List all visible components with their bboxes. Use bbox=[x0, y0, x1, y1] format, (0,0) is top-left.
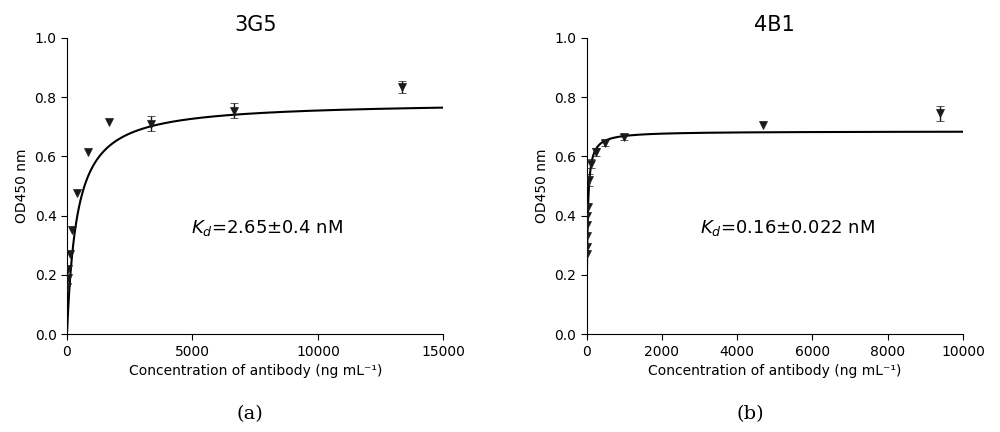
Title: 3G5: 3G5 bbox=[234, 15, 277, 35]
Text: $\mathit{K}_d$=0.16±0.022 nM: $\mathit{K}_d$=0.16±0.022 nM bbox=[700, 218, 874, 238]
Text: $\mathit{K}_d$=2.65±0.4 nM: $\mathit{K}_d$=2.65±0.4 nM bbox=[191, 218, 343, 238]
Text: (b): (b) bbox=[736, 405, 764, 423]
X-axis label: Concentration of antibody (ng mL⁻¹): Concentration of antibody (ng mL⁻¹) bbox=[648, 364, 901, 378]
Title: 4B1: 4B1 bbox=[754, 15, 795, 35]
Y-axis label: OD450 nm: OD450 nm bbox=[15, 149, 29, 223]
X-axis label: Concentration of antibody (ng mL⁻¹): Concentration of antibody (ng mL⁻¹) bbox=[129, 364, 382, 378]
Text: (a): (a) bbox=[237, 405, 263, 423]
Y-axis label: OD450 nm: OD450 nm bbox=[535, 149, 549, 223]
